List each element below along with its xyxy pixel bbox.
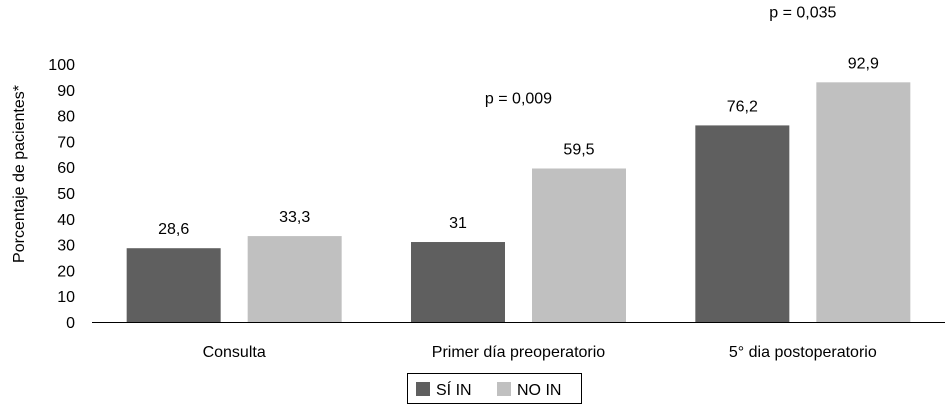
bar xyxy=(411,242,505,322)
y-tick-label: 0 xyxy=(66,315,75,332)
y-tick-label: 10 xyxy=(57,289,75,306)
data-label: 59,5 xyxy=(563,141,594,158)
y-tick-label: 50 xyxy=(57,186,75,203)
y-tick-label: 20 xyxy=(57,263,75,280)
y-tick-label: 30 xyxy=(57,238,75,255)
data-label: 33,3 xyxy=(279,209,310,226)
y-axis: 0 10 20 30 40 50 60 70 80 90 100 xyxy=(48,57,75,332)
bar xyxy=(247,236,342,322)
data-label: 28,6 xyxy=(158,221,189,238)
y-tick-label: 40 xyxy=(57,212,75,229)
p-value-annotation: p = 0,009 xyxy=(485,90,552,107)
y-tick-label: 80 xyxy=(57,109,75,126)
y-tick-label: 100 xyxy=(48,57,75,74)
legend-label: SÍ IN xyxy=(436,380,472,399)
annotations: p = 0,009 p = 0,035 xyxy=(485,4,837,107)
y-tick-label: 70 xyxy=(57,134,75,151)
legend-swatch xyxy=(416,382,430,396)
x-tick-label: 5° dia postoperatorio xyxy=(729,344,877,361)
y-axis-label: Porcentaje de pacientes* xyxy=(11,85,28,263)
data-label: 92,9 xyxy=(848,55,879,72)
bar xyxy=(532,168,626,322)
y-tick-label: 90 xyxy=(57,83,75,100)
data-label: 76,2 xyxy=(727,98,758,115)
x-tick-label: Primer día preoperatorio xyxy=(432,344,606,361)
bar xyxy=(695,125,790,323)
x-tick-label: Consulta xyxy=(203,344,266,361)
bar xyxy=(126,248,221,322)
bar xyxy=(816,82,911,323)
legend-label: NO IN xyxy=(517,382,561,399)
legend: SÍ IN NO IN xyxy=(407,373,582,404)
legend-box xyxy=(407,373,582,404)
y-tick-label: 60 xyxy=(57,160,75,177)
data-label: 31 xyxy=(449,215,467,232)
bars: 28,6 33,3 31 59,5 76,2 92,9 xyxy=(126,55,911,323)
p-value-annotation: p = 0,035 xyxy=(769,4,836,21)
x-axis: Consulta Primer día preoperatorio 5° dia p… xyxy=(92,322,945,361)
legend-swatch xyxy=(497,382,511,396)
